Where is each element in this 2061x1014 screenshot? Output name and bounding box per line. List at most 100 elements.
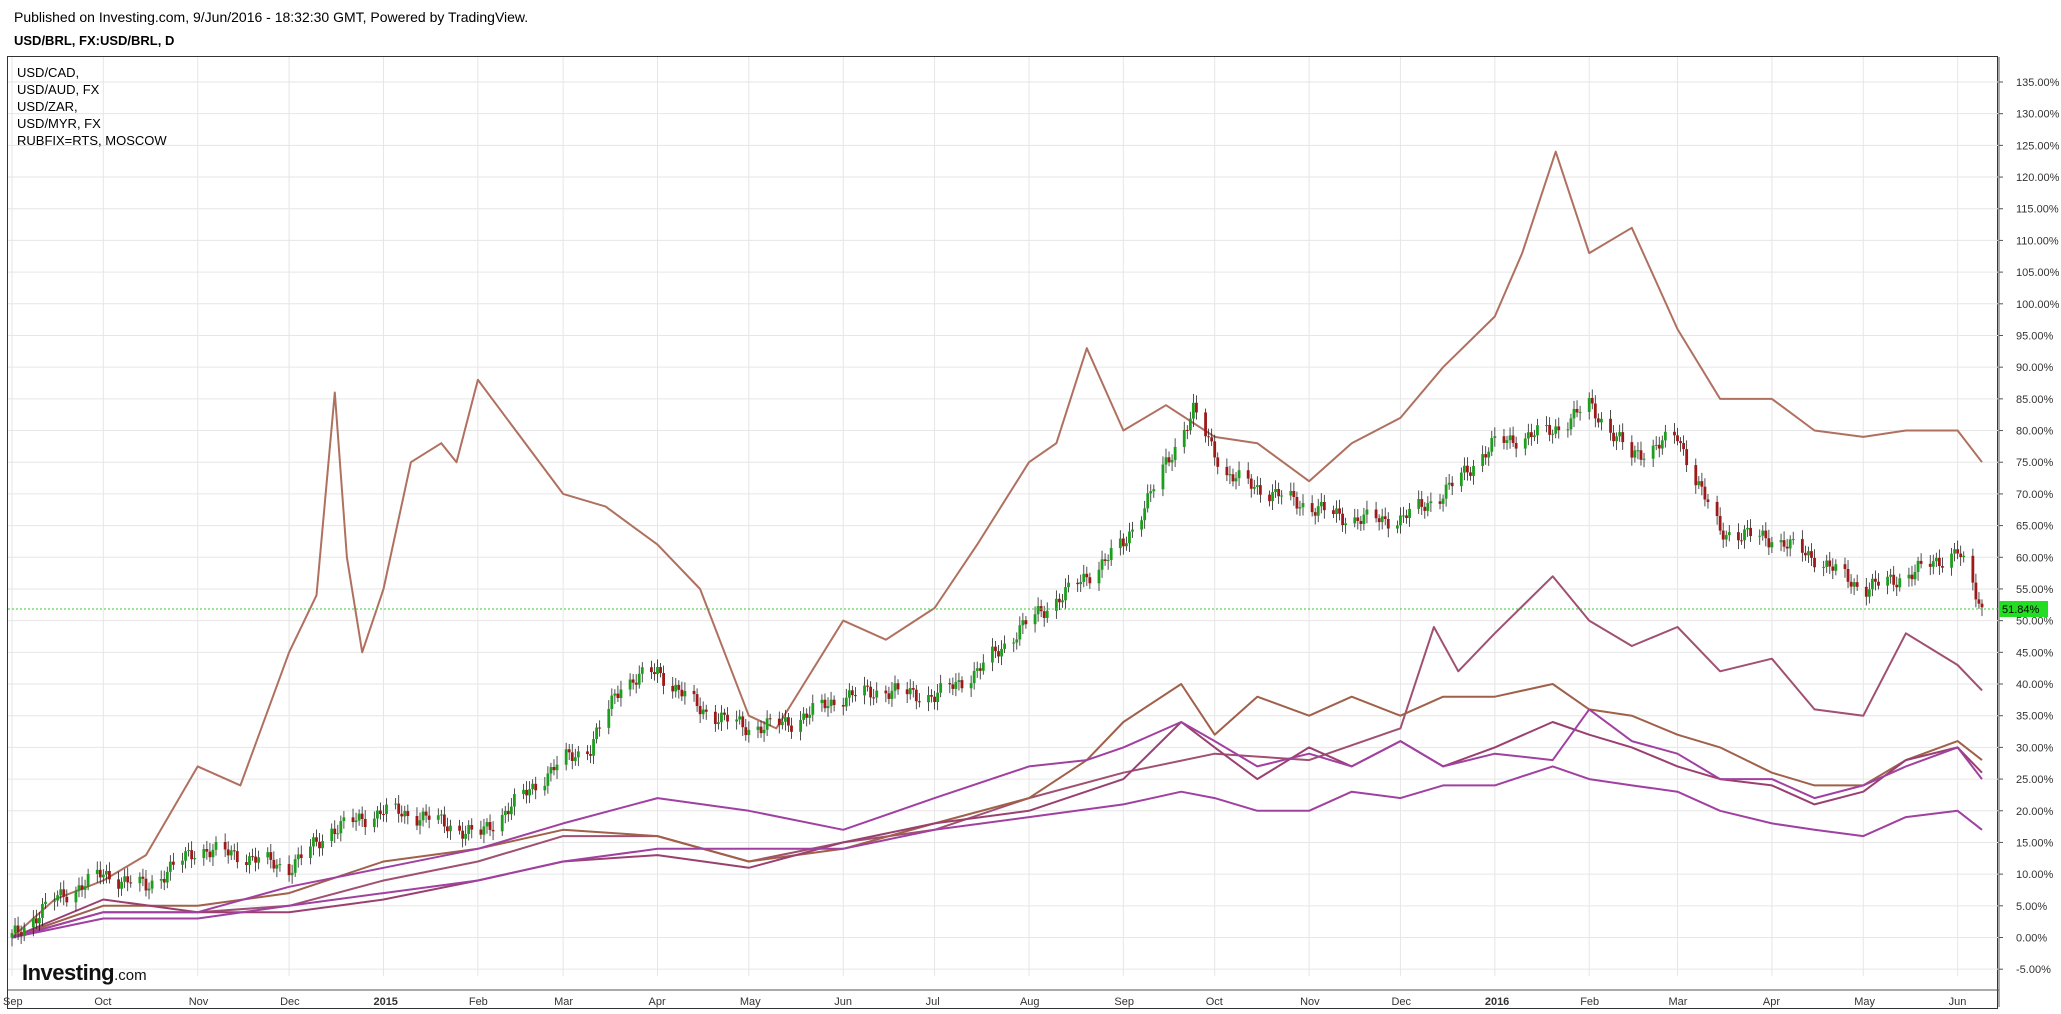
candle-body: [202, 849, 206, 859]
candle-body: [1843, 564, 1847, 569]
candle-body: [875, 690, 879, 698]
candle-body: [16, 925, 20, 933]
candle-body: [120, 881, 124, 889]
y-tick-label: 130.00%: [2016, 109, 2060, 121]
candle-body: [77, 885, 81, 891]
candle-body: [1977, 599, 1981, 604]
candle-body: [747, 729, 751, 736]
candle-body: [31, 918, 35, 928]
y-tick-label: 40.00%: [2016, 679, 2054, 691]
candle-body: [385, 804, 388, 815]
y-tick-label: 25.00%: [2016, 774, 2054, 786]
candle-body: [1593, 403, 1597, 419]
candle-body: [1292, 491, 1296, 498]
x-tick-label: Feb: [469, 996, 488, 1008]
candle-body: [1913, 571, 1917, 580]
candle-body: [41, 904, 44, 918]
candle-body: [954, 682, 958, 689]
candle-body: [981, 662, 985, 671]
candle-body: [1724, 535, 1728, 540]
x-tick-label: 2016: [1485, 996, 1509, 1008]
candle-body: [616, 693, 620, 699]
candle-body: [628, 679, 632, 690]
candle-body: [1889, 574, 1893, 577]
candle-body: [756, 726, 760, 730]
current-value-badge: [1999, 600, 2048, 617]
candle-body: [1974, 582, 1978, 600]
candle-body: [1910, 574, 1914, 580]
candle-body: [1447, 482, 1451, 485]
x-tick-label: Jun: [834, 996, 852, 1008]
x-tick-label: Mar: [554, 996, 573, 1008]
candle-body: [741, 716, 745, 728]
candle-body: [1246, 470, 1250, 479]
candle-body: [1359, 520, 1363, 524]
candle-body: [1916, 560, 1920, 572]
candle-body: [598, 727, 602, 729]
candle-body: [1618, 432, 1622, 437]
candle-body: [83, 886, 87, 890]
candle-body: [1526, 432, 1530, 439]
investing-logo[interactable]: Investing.com: [22, 960, 147, 986]
candle-body: [896, 683, 900, 690]
candle-body: [528, 789, 532, 796]
candle-body: [278, 864, 282, 866]
candle-body: [1980, 603, 1984, 608]
candle-body: [1596, 418, 1600, 423]
candle-body: [1533, 435, 1536, 438]
candle-body: [1557, 426, 1561, 431]
current-value-label: 51.84%: [2002, 604, 2040, 616]
candle-body: [1703, 486, 1707, 500]
candle-body: [1182, 429, 1186, 447]
candle-body: [1210, 437, 1214, 442]
candle-body: [461, 830, 465, 839]
candle-body: [595, 727, 599, 740]
candle-body: [62, 889, 66, 897]
candle-body: [1462, 465, 1466, 473]
candle-body: [640, 667, 644, 674]
candle-body: [80, 885, 84, 890]
candle-body: [1761, 530, 1765, 536]
candle-body: [330, 828, 334, 842]
candle-body: [1426, 503, 1430, 511]
y-tick-label: 70.00%: [2016, 489, 2054, 501]
candle-body: [677, 684, 681, 690]
candle-body: [1018, 625, 1022, 640]
candle-body: [1332, 510, 1335, 515]
y-tick-label: 35.00%: [2016, 711, 2054, 723]
candle-body: [138, 876, 142, 884]
candle-body: [683, 690, 687, 697]
candle-body: [126, 876, 130, 883]
candle-body: [165, 871, 169, 883]
candle-body: [467, 825, 471, 834]
candle-body: [1950, 553, 1953, 568]
candle-body: [1000, 648, 1003, 657]
candle-body: [1779, 540, 1783, 543]
candle-body: [171, 861, 175, 865]
candle-body: [1082, 573, 1086, 582]
candle-body: [1338, 508, 1341, 514]
candle-body: [1590, 397, 1594, 404]
candle-body: [1459, 472, 1463, 487]
candle-body: [205, 849, 209, 852]
candle-body: [1654, 444, 1658, 446]
candle-body: [1877, 581, 1880, 586]
candle-body: [1097, 569, 1101, 584]
candle-body: [315, 837, 318, 842]
candle-body: [1959, 553, 1963, 558]
candle-body: [1651, 445, 1655, 459]
candle-body: [1612, 432, 1615, 442]
candle-body: [1788, 539, 1792, 549]
candle-body: [1831, 566, 1835, 571]
candle-body: [488, 822, 492, 830]
y-tick-label: 5.00%: [2016, 901, 2047, 913]
candle-body: [1216, 457, 1220, 467]
candle-body: [1493, 436, 1497, 438]
candle-body: [1870, 578, 1874, 590]
candle-body: [869, 686, 873, 698]
candle-body: [948, 683, 952, 685]
candle-body: [464, 833, 468, 839]
x-tick-label: Oct: [94, 996, 111, 1008]
candle-body: [1036, 606, 1040, 615]
